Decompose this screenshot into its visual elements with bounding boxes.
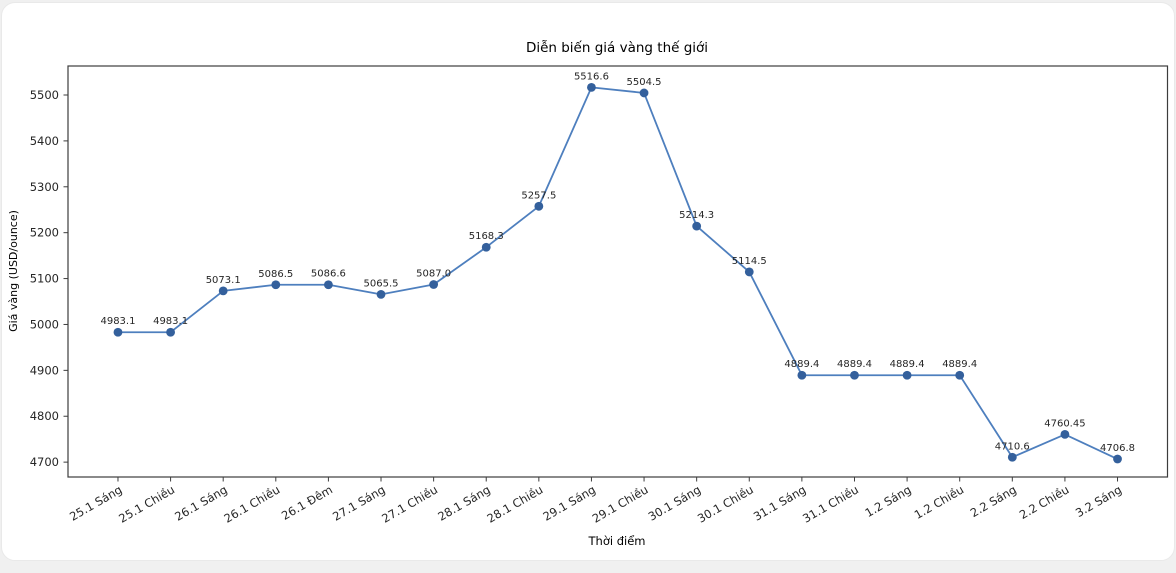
data-point	[218, 286, 228, 296]
data-point-label: 5086.6	[311, 269, 346, 280]
data-point-label: 5087.0	[416, 269, 451, 280]
data-point	[1007, 452, 1017, 462]
data-point-label: 5114.5	[732, 256, 767, 267]
data-point-label: 4889.4	[837, 359, 872, 370]
data-point-label: 4760.45	[1044, 418, 1085, 429]
data-point-label: 4983.1	[153, 316, 188, 327]
x-tick-label: 29.1 Sáng	[541, 482, 598, 523]
y-tick-label: 5000	[30, 317, 59, 331]
data-point	[902, 370, 912, 380]
data-point	[587, 82, 596, 92]
data-point	[324, 280, 333, 290]
x-tick-label: 30.1 Sáng	[646, 482, 703, 523]
y-tick-label: 5400	[30, 134, 59, 148]
x-tick-label: 3.2 Sáng	[1073, 482, 1124, 520]
data-point-label: 5086.5	[258, 269, 293, 280]
x-tick-label: 29.1 Chiều	[590, 482, 651, 525]
data-point-label: 4889.4	[890, 359, 925, 370]
y-tick-label: 5200	[30, 226, 59, 240]
y-tick-label: 4700	[30, 455, 59, 469]
data-point-label: 4710.6	[995, 441, 1030, 452]
x-axis-label: Thời điểm	[588, 534, 646, 548]
x-tick-label: 25.1 Sáng	[67, 482, 124, 523]
line-series	[117, 86, 1118, 460]
y-tick-label: 5300	[30, 180, 59, 194]
x-tick-label: 1.2 Chiều	[912, 482, 966, 522]
data-point	[1113, 454, 1122, 464]
x-tick-label: 26.1 Đêm	[279, 482, 335, 522]
data-point	[744, 267, 754, 277]
x-tick-label: 31.1 Chiều	[800, 482, 861, 525]
data-point	[1060, 429, 1070, 439]
y-tick-label: 5500	[30, 88, 59, 102]
x-tick-label: 25.1 Chiều	[116, 482, 177, 525]
x-tick-label: 26.1 Sáng	[172, 482, 229, 523]
x-tick-label: 28.1 Chiều	[485, 482, 546, 525]
data-point	[639, 88, 649, 98]
data-point	[955, 370, 965, 380]
data-point	[534, 201, 544, 211]
data-point-label: 5168.3	[469, 231, 504, 242]
y-tick-label: 5100	[30, 272, 59, 286]
data-point	[850, 370, 859, 380]
x-tick-label: 28.1 Sáng	[435, 482, 492, 523]
x-tick-label: 27.1 Sáng	[330, 482, 387, 523]
x-tick-label: 1.2 Sáng	[863, 482, 914, 520]
x-tick-label: 2.2 Chiều	[1017, 482, 1071, 522]
gold-price-line-chart: Diễn biến giá vàng thế giới Thời điểm Gi…	[7, 39, 1169, 548]
chart-title: Diễn biến giá vàng thế giới	[526, 39, 708, 56]
x-tick-label: 31.1 Sáng	[751, 482, 808, 523]
data-point-label: 5516.6	[574, 71, 609, 82]
data-point-label: 4706.8	[1100, 443, 1135, 454]
chart-card: Diễn biến giá vàng thế giới Thời điểm Gi…	[1, 2, 1175, 561]
x-tick-label: 27.1 Chiều	[379, 482, 440, 525]
y-axis-label: Giá vàng (USD/ounce)	[7, 210, 20, 332]
x-tick-label: 26.1 Chiều	[221, 482, 282, 525]
data-point-label: 4983.1	[100, 316, 135, 327]
data-point	[429, 280, 439, 289]
data-point-label: 5073.1	[206, 275, 241, 286]
x-tick-label: 2.2 Sáng	[968, 482, 1019, 520]
data-point-label: 5257.5	[521, 190, 556, 201]
plot-area: 4700 4800 4900 5000 5100 5200 5300 5400 5500 25.1…	[30, 65, 1169, 526]
data-point	[166, 327, 175, 337]
data-point	[271, 280, 281, 290]
y-tick-label: 4800	[30, 409, 59, 423]
data-point-label: 5214.3	[679, 210, 714, 221]
data-point	[797, 370, 807, 380]
data-point-label: 4889.4	[942, 359, 977, 370]
data-point	[481, 242, 491, 252]
y-tick-label: 4900	[30, 363, 59, 377]
data-point	[113, 327, 123, 337]
axes-spines	[67, 65, 1169, 478]
data-point-label: 5504.5	[627, 77, 662, 88]
data-point-label: 4889.4	[784, 359, 819, 370]
data-point-label: 5065.5	[364, 278, 399, 289]
x-tick-label: 30.1 Chiều	[695, 482, 756, 525]
data-point	[692, 221, 702, 231]
data-point	[376, 289, 386, 299]
